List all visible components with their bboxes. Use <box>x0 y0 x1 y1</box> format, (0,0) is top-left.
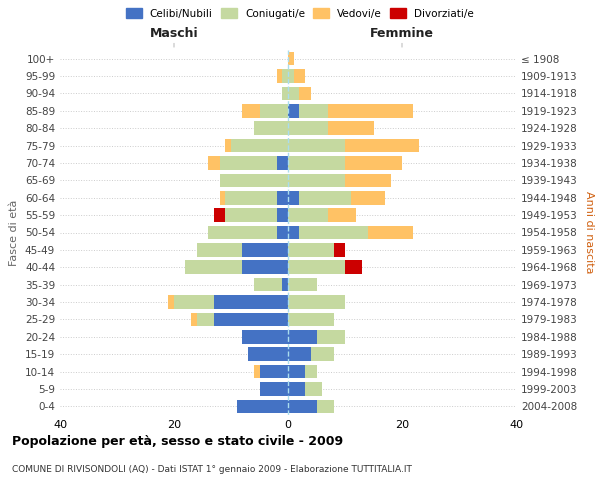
Bar <box>174 295 214 309</box>
Bar <box>305 365 317 378</box>
Bar <box>350 191 385 204</box>
Bar <box>191 312 197 326</box>
Bar <box>214 295 288 309</box>
Bar <box>242 104 260 118</box>
Bar <box>214 208 226 222</box>
Bar <box>299 226 368 239</box>
Bar <box>254 122 288 135</box>
Bar <box>288 382 305 396</box>
Text: Popolazione per età, sesso e stato civile - 2009: Popolazione per età, sesso e stato civil… <box>12 435 343 448</box>
Bar <box>288 330 317 344</box>
Bar <box>283 70 288 83</box>
Bar <box>283 86 288 100</box>
Bar <box>288 400 317 413</box>
Bar <box>288 260 345 274</box>
Bar <box>185 260 242 274</box>
Bar <box>328 122 373 135</box>
Bar <box>299 104 328 118</box>
Bar <box>197 312 214 326</box>
Text: Femmine: Femmine <box>370 26 434 40</box>
Bar <box>288 295 345 309</box>
Bar <box>226 139 231 152</box>
Bar <box>294 70 305 83</box>
Bar <box>368 226 413 239</box>
Bar <box>277 156 288 170</box>
Bar <box>317 400 334 413</box>
Bar <box>345 260 362 274</box>
Bar <box>288 365 305 378</box>
Y-axis label: Fasce di età: Fasce di età <box>10 200 19 266</box>
Bar <box>311 348 334 361</box>
Bar <box>242 330 288 344</box>
Bar <box>277 226 288 239</box>
Bar <box>220 174 288 187</box>
Text: Maschi: Maschi <box>149 26 199 40</box>
Bar <box>288 191 299 204</box>
Bar <box>288 208 328 222</box>
Bar <box>277 70 283 83</box>
Bar <box>328 208 356 222</box>
Bar <box>288 156 345 170</box>
Bar <box>260 365 288 378</box>
Bar <box>288 52 294 66</box>
Bar <box>254 278 283 291</box>
Bar <box>288 174 345 187</box>
Bar <box>260 104 288 118</box>
Bar <box>334 243 345 256</box>
Bar <box>220 191 226 204</box>
Text: COMUNE DI RIVISONDOLI (AQ) - Dati ISTAT 1° gennaio 2009 - Elaborazione TUTTITALI: COMUNE DI RIVISONDOLI (AQ) - Dati ISTAT … <box>12 465 412 474</box>
Bar <box>208 156 220 170</box>
Bar <box>283 278 288 291</box>
Bar <box>197 243 242 256</box>
Bar <box>305 382 322 396</box>
Bar <box>288 86 299 100</box>
Bar <box>328 104 413 118</box>
Bar <box>288 122 328 135</box>
Bar <box>288 226 299 239</box>
Bar <box>317 330 345 344</box>
Bar <box>345 174 391 187</box>
Bar <box>242 243 288 256</box>
Bar <box>248 348 288 361</box>
Bar <box>288 104 299 118</box>
Bar <box>299 86 311 100</box>
Bar <box>220 156 277 170</box>
Bar <box>231 139 288 152</box>
Bar <box>277 208 288 222</box>
Bar <box>299 191 350 204</box>
Bar <box>345 139 419 152</box>
Bar <box>288 312 334 326</box>
Bar <box>260 382 288 396</box>
Bar <box>226 208 277 222</box>
Bar <box>168 295 174 309</box>
Bar <box>254 365 260 378</box>
Bar <box>242 260 288 274</box>
Bar <box>236 400 288 413</box>
Bar <box>288 243 334 256</box>
Bar <box>288 278 317 291</box>
Bar <box>288 70 294 83</box>
Y-axis label: Anni di nascita: Anni di nascita <box>584 191 594 274</box>
Bar <box>345 156 402 170</box>
Bar <box>288 139 345 152</box>
Bar <box>214 312 288 326</box>
Bar <box>288 348 311 361</box>
Bar <box>226 191 277 204</box>
Bar <box>208 226 277 239</box>
Legend: Celibi/Nubili, Coniugati/e, Vedovi/e, Divorziati/e: Celibi/Nubili, Coniugati/e, Vedovi/e, Di… <box>123 5 477 21</box>
Bar <box>277 191 288 204</box>
